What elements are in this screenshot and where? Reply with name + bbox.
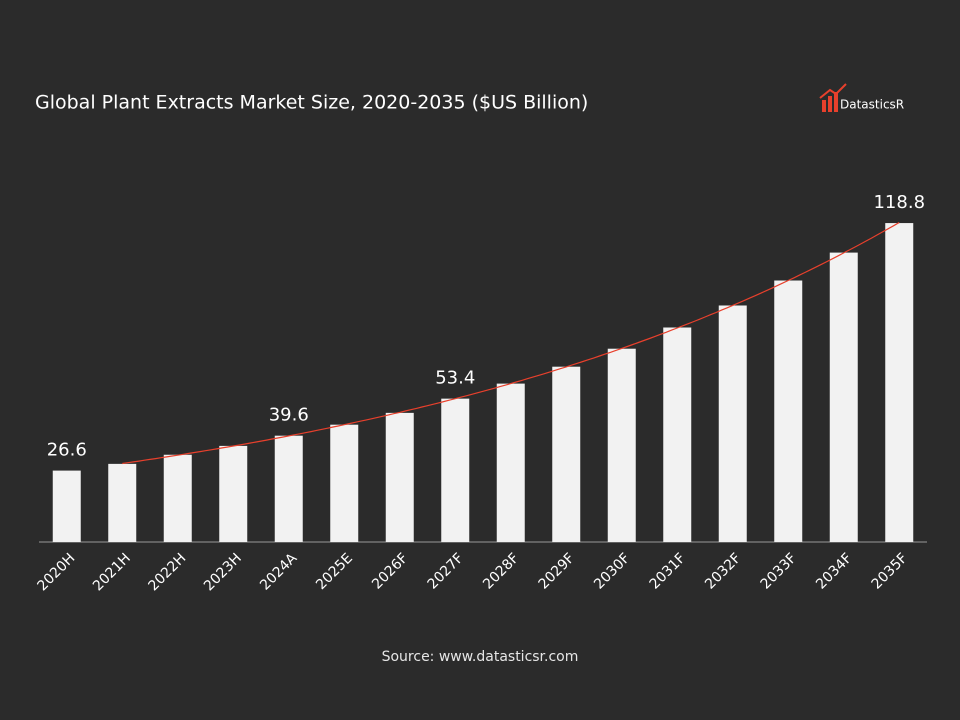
bar	[774, 280, 803, 542]
chart-title: Global Plant Extracts Market Size, 2020-…	[35, 92, 588, 114]
bar	[330, 424, 359, 542]
bar	[385, 412, 414, 542]
data-label: 26.6	[47, 440, 87, 461]
source: Source: www.datasticsr.com	[382, 649, 579, 665]
bar	[441, 398, 470, 542]
data-label: 118.8	[873, 192, 925, 213]
bar	[163, 454, 192, 542]
bar	[718, 305, 747, 542]
bar	[52, 470, 81, 542]
bar	[219, 445, 248, 542]
data-label: 53.4	[435, 368, 475, 389]
trendline	[122, 221, 900, 465]
logo-icon	[819, 83, 847, 112]
logo-text: DatasticsR	[840, 98, 904, 112]
data-label: 39.6	[269, 405, 309, 426]
bar	[607, 348, 636, 542]
bar	[496, 383, 525, 542]
bar	[885, 223, 914, 542]
bar	[274, 435, 303, 542]
bar	[108, 463, 137, 542]
bar	[552, 366, 581, 542]
bar	[829, 252, 858, 543]
bar	[663, 327, 692, 542]
